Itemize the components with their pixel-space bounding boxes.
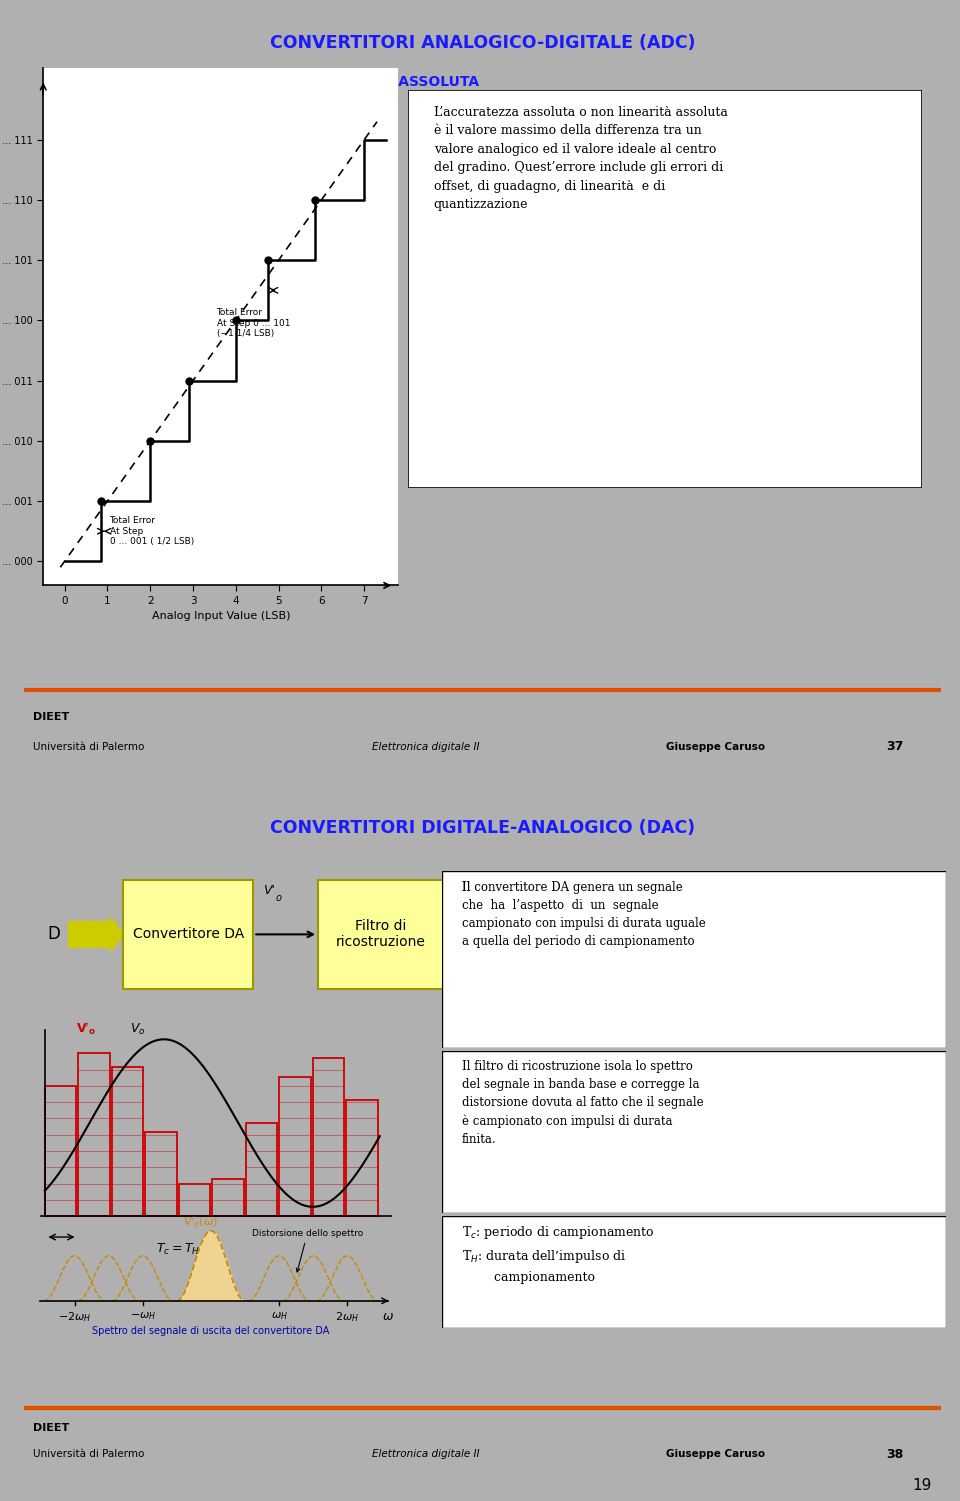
- Text: $-\omega_H$: $-\omega_H$: [130, 1310, 156, 1322]
- Text: Università di Palermo: Università di Palermo: [34, 1450, 145, 1459]
- Text: 19: 19: [912, 1478, 931, 1493]
- Text: Università di Palermo: Università di Palermo: [34, 741, 145, 752]
- Text: T$_c$: periodo di campionamento
T$_H$: durata dell’impulso di
        campioname: T$_c$: periodo di campionamento T$_H$: d…: [462, 1223, 655, 1283]
- Text: $-2\omega_H$: $-2\omega_H$: [58, 1310, 91, 1324]
- Text: DIEET: DIEET: [34, 711, 69, 722]
- Bar: [212, 1178, 244, 1216]
- Bar: [79, 1054, 109, 1216]
- Text: Spettro del segnale di uscita del convertitore DA: Spettro del segnale di uscita del conver…: [92, 1325, 329, 1336]
- Text: V: V: [450, 884, 459, 898]
- Text: Elettronica digitale II: Elettronica digitale II: [372, 1450, 480, 1459]
- Bar: [124, 880, 253, 989]
- Text: Il: Il: [462, 881, 474, 895]
- Text: V': V': [263, 884, 276, 898]
- X-axis label: Analog Input Value (LSB): Analog Input Value (LSB): [152, 611, 290, 621]
- Text: Filtro di
ricostruzione: Filtro di ricostruzione: [336, 919, 425, 950]
- Text: 38: 38: [886, 1448, 903, 1460]
- Text: D: D: [47, 926, 60, 943]
- Text: Distorsione dello spettro: Distorsione dello spettro: [252, 1229, 363, 1271]
- Bar: [318, 880, 443, 989]
- Text: $2\omega_H$: $2\omega_H$: [335, 1310, 359, 1324]
- Text: DIEET: DIEET: [34, 1423, 69, 1432]
- Text: o: o: [276, 893, 281, 902]
- Bar: [111, 1067, 143, 1216]
- Text: $\omega$: $\omega$: [382, 1310, 395, 1322]
- Text: Il filtro di ricostruzione isola lo spettro
del segnale in banda base e corregge: Il filtro di ricostruzione isola lo spet…: [462, 1060, 704, 1147]
- Bar: [45, 1085, 77, 1216]
- Text: CONVERTITORI ANALOGICO-DIGITALE (ADC): CONVERTITORI ANALOGICO-DIGITALE (ADC): [270, 33, 695, 51]
- Bar: [246, 1123, 277, 1216]
- Text: $\omega_H$: $\omega_H$: [271, 1310, 288, 1322]
- Bar: [313, 1058, 345, 1216]
- Bar: [145, 1132, 177, 1216]
- Bar: [347, 1100, 378, 1216]
- Text: Total Error
At Step 0 ... 101
(−1 1/4 LSB): Total Error At Step 0 ... 101 (−1 1/4 LS…: [217, 308, 290, 338]
- Text: Giuseppe Caruso: Giuseppe Caruso: [665, 741, 765, 752]
- Text: Il convertitore DA genera un segnale
che  ha  l’aspetto  di  un  segnale
campion: Il convertitore DA genera un segnale che…: [462, 881, 706, 949]
- Text: CONVERTITORI DIGITALE-ANALOGICO (DAC): CONVERTITORI DIGITALE-ANALOGICO (DAC): [270, 820, 695, 838]
- Bar: [179, 1183, 210, 1216]
- Text: ACCURATEZZA ASSOLUTA O NON LINEARITA ASSOLUTA: ACCURATEZZA ASSOLUTA O NON LINEARITA ASS…: [52, 75, 479, 89]
- Text: Elettronica digitale II: Elettronica digitale II: [372, 741, 480, 752]
- Text: 37: 37: [886, 740, 903, 754]
- Text: Giuseppe Caruso: Giuseppe Caruso: [665, 1450, 765, 1459]
- Bar: [279, 1076, 311, 1216]
- Text: $V_o$: $V_o$: [130, 1022, 146, 1037]
- Text: $T_c=T_H$: $T_c=T_H$: [156, 1241, 201, 1256]
- Text: o: o: [461, 893, 467, 902]
- Text: Convertitore DA: Convertitore DA: [132, 928, 244, 941]
- FancyArrow shape: [68, 917, 124, 952]
- Text: L’accuratezza assoluta o non linearità assoluta
è il valore massimo della differ: L’accuratezza assoluta o non linearità a…: [434, 107, 728, 212]
- Text: $\mathbf{V'_o}$: $\mathbf{V'_o}$: [76, 1021, 96, 1037]
- Text: Total Error
At Step
0 ... 001 ( 1/2 LSB): Total Error At Step 0 ... 001 ( 1/2 LSB): [109, 516, 194, 546]
- Text: $V'_o(\omega)$: $V'_o(\omega)$: [183, 1216, 218, 1229]
